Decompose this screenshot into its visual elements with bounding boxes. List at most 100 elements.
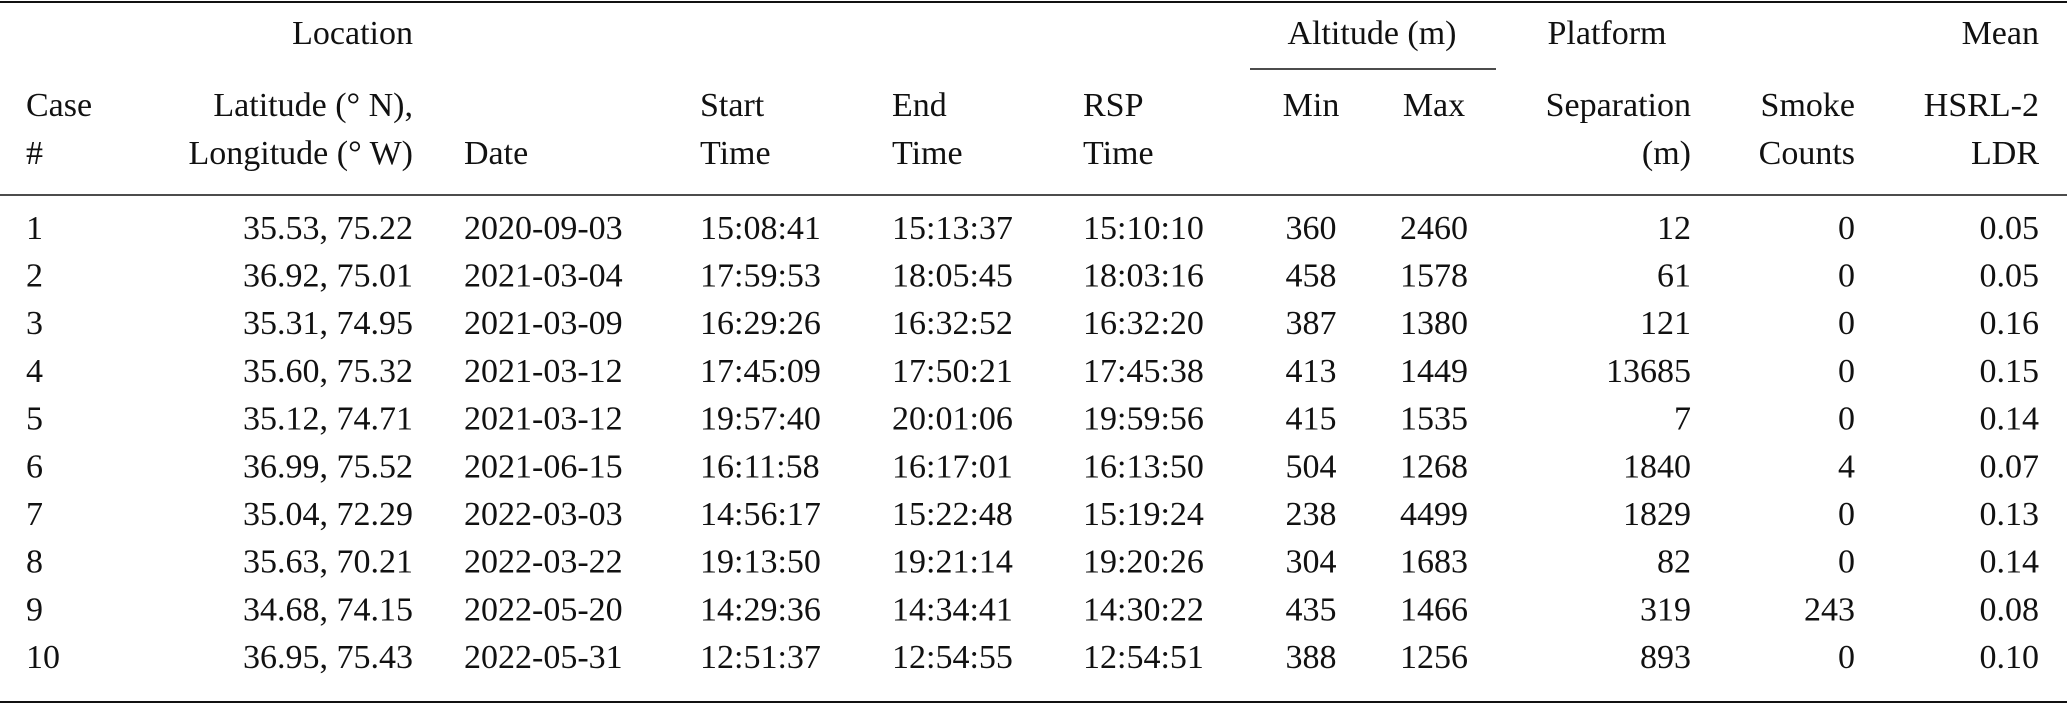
cell: 0 bbox=[1838, 305, 1855, 342]
cell: 2 bbox=[26, 257, 43, 294]
cell: 0.16 bbox=[1980, 305, 2040, 342]
column-header: HSRL-2 bbox=[1924, 87, 2039, 124]
cell: 2022-05-31 bbox=[464, 639, 623, 676]
cell: 35.04, 72.29 bbox=[243, 496, 413, 533]
cell: 360 bbox=[1286, 210, 1337, 247]
column-header: LDR bbox=[1971, 135, 2039, 172]
cell: 19:59:56 bbox=[1083, 401, 1204, 438]
cell: 319 bbox=[1640, 591, 1691, 628]
cell: 0 bbox=[1838, 401, 1855, 438]
cell: 15:08:41 bbox=[700, 210, 821, 247]
cell: 1578 bbox=[1400, 257, 1468, 294]
cell: 12:54:51 bbox=[1083, 639, 1204, 676]
cell: 14:30:22 bbox=[1083, 591, 1204, 628]
column-header: Start bbox=[700, 87, 765, 124]
cell: 2021-03-04 bbox=[464, 257, 623, 294]
group-header: Altitude (m) bbox=[1287, 15, 1456, 52]
cell: 0 bbox=[1838, 639, 1855, 676]
cell: 35.31, 74.95 bbox=[243, 305, 413, 342]
cell: 2021-03-09 bbox=[464, 305, 623, 342]
cell: 18:05:45 bbox=[892, 257, 1013, 294]
group-header: Platform bbox=[1548, 15, 1667, 52]
cell: 15:19:24 bbox=[1083, 496, 1204, 533]
cell: 1535 bbox=[1400, 401, 1468, 438]
cell: 12 bbox=[1657, 210, 1691, 247]
cell: 3 bbox=[26, 305, 43, 342]
cell: 5 bbox=[26, 401, 43, 438]
column-header: Time bbox=[1083, 135, 1154, 172]
cell: 0 bbox=[1838, 210, 1855, 247]
cell: 12:54:55 bbox=[892, 639, 1013, 676]
cell: 61 bbox=[1657, 257, 1691, 294]
cell: 0.07 bbox=[1980, 448, 2040, 485]
cell: 16:29:26 bbox=[700, 305, 821, 342]
cell: 16:13:50 bbox=[1083, 448, 1204, 485]
cell: 304 bbox=[1286, 544, 1337, 581]
cell: 15:10:10 bbox=[1083, 210, 1204, 247]
cell: 16:11:58 bbox=[700, 448, 820, 485]
cell: 16:32:52 bbox=[892, 305, 1013, 342]
cell: 35.53, 75.22 bbox=[243, 210, 413, 247]
cell: 1256 bbox=[1400, 639, 1468, 676]
cell: 2020-09-03 bbox=[464, 210, 623, 247]
column-header: Time bbox=[700, 135, 771, 172]
column-header: (m) bbox=[1642, 135, 1691, 172]
cell: 12:51:37 bbox=[700, 639, 821, 676]
cell: 35.63, 70.21 bbox=[243, 544, 413, 581]
group-header: Location bbox=[292, 15, 413, 52]
cell: 4 bbox=[1838, 448, 1855, 485]
cell: 20:01:06 bbox=[892, 401, 1013, 438]
column-header: Smoke bbox=[1761, 87, 1855, 124]
cell: 2021-06-15 bbox=[464, 448, 623, 485]
column-header: Min bbox=[1283, 87, 1340, 124]
cell: 2460 bbox=[1400, 210, 1468, 247]
column-header: Case bbox=[26, 87, 92, 124]
cell: 19:13:50 bbox=[700, 544, 821, 581]
cell: 34.68, 74.15 bbox=[243, 591, 413, 628]
cell: 0.14 bbox=[1980, 544, 2040, 581]
cell: 2021-03-12 bbox=[464, 401, 623, 438]
cell: 504 bbox=[1286, 448, 1337, 485]
cell: 15:13:37 bbox=[892, 210, 1013, 247]
column-header: End bbox=[892, 87, 947, 124]
column-header: Separation bbox=[1546, 87, 1691, 124]
cell: 9 bbox=[26, 591, 43, 628]
cell: 36.95, 75.43 bbox=[243, 639, 413, 676]
cell: 10 bbox=[26, 639, 60, 676]
group-header: Mean bbox=[1962, 15, 2039, 52]
cell: 19:57:40 bbox=[700, 401, 821, 438]
cell: 35.12, 74.71 bbox=[243, 401, 413, 438]
cell: 415 bbox=[1286, 401, 1337, 438]
cell: 121 bbox=[1640, 305, 1691, 342]
cell: 0.05 bbox=[1980, 257, 2040, 294]
column-header: Longitude (° W) bbox=[189, 135, 413, 172]
cell: 0.05 bbox=[1980, 210, 2040, 247]
cell: 458 bbox=[1286, 257, 1337, 294]
cell: 0.14 bbox=[1980, 401, 2040, 438]
cell: 2022-05-20 bbox=[464, 591, 623, 628]
cell: 13685 bbox=[1606, 353, 1691, 390]
cell: 388 bbox=[1286, 639, 1337, 676]
cell: 1449 bbox=[1400, 353, 1468, 390]
cell: 17:50:21 bbox=[892, 353, 1013, 390]
cell: 0 bbox=[1838, 353, 1855, 390]
cell: 17:45:38 bbox=[1083, 353, 1204, 390]
cell: 17:59:53 bbox=[700, 257, 821, 294]
column-header: Time bbox=[892, 135, 963, 172]
cell: 2021-03-12 bbox=[464, 353, 623, 390]
cell: 82 bbox=[1657, 544, 1691, 581]
cell: 2022-03-22 bbox=[464, 544, 623, 581]
cell: 16:32:20 bbox=[1083, 305, 1204, 342]
cell: 17:45:09 bbox=[700, 353, 821, 390]
column-header: Counts bbox=[1759, 135, 1855, 172]
cell: 0.10 bbox=[1980, 639, 2040, 676]
cell: 14:34:41 bbox=[892, 591, 1013, 628]
cell: 0.13 bbox=[1980, 496, 2040, 533]
cell: 36.92, 75.01 bbox=[243, 257, 413, 294]
cell: 0.08 bbox=[1980, 591, 2040, 628]
cell: 1683 bbox=[1400, 544, 1468, 581]
cell: 6 bbox=[26, 448, 43, 485]
cell: 0 bbox=[1838, 544, 1855, 581]
cell: 0.15 bbox=[1980, 353, 2040, 390]
